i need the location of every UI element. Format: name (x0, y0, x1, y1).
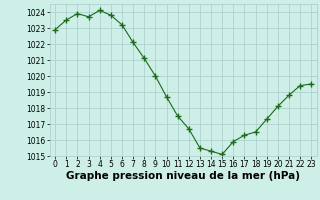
X-axis label: Graphe pression niveau de la mer (hPa): Graphe pression niveau de la mer (hPa) (66, 171, 300, 181)
